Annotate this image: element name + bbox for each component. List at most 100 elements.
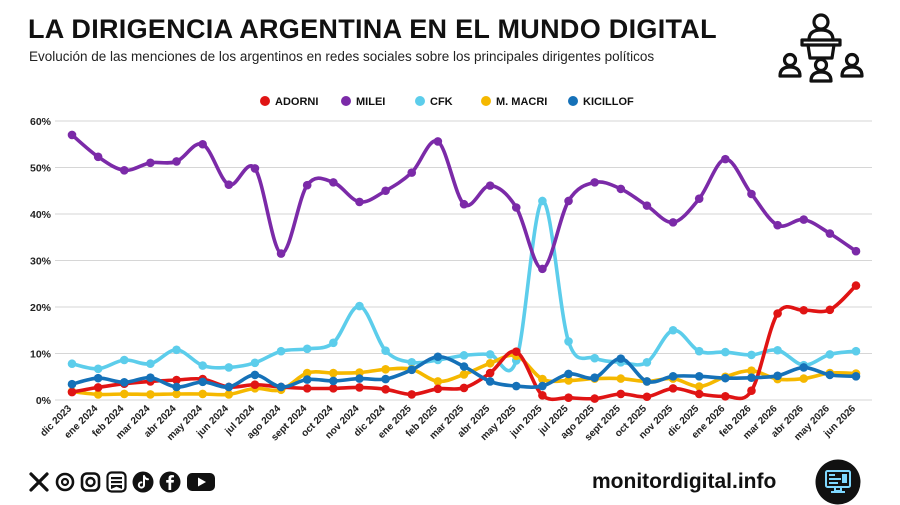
series-milei [67,130,861,274]
legend-item-m-macri: M. MACRI [481,96,547,108]
data-point-adorni [459,383,469,393]
data-point-milei [433,137,443,146]
data-point-adorni [538,391,547,400]
data-point-kicillof [67,379,77,389]
data-point-kicillof [590,373,599,382]
data-point-milei [799,215,809,224]
data-point-milei [329,178,338,187]
data-point-kicillof [198,377,207,387]
data-point-milei [564,196,573,206]
legend-marker [260,96,270,106]
data-point-kicillof [355,374,364,383]
y-tick-label: 40% [30,209,52,221]
data-point-kicillof [407,365,417,375]
data-point-milei [747,189,756,199]
series-cfk [67,196,861,374]
data-point-milei [538,264,547,274]
data-point-kicillof [773,371,782,381]
data-point-milei [355,197,364,207]
data-point-milei [302,180,312,190]
data-point-adorni [67,387,77,397]
footer-website-url[interactable]: monitordigital.info [592,470,777,493]
data-point-cfk [694,346,704,356]
data-point-adorni [329,384,338,393]
data-point-kicillof [747,373,756,382]
data-point-adorni [825,305,835,315]
data-point-cfk [407,358,417,367]
y-tick-label: 30% [30,256,52,268]
data-point-cfk [773,345,782,355]
data-point-milei [825,229,835,238]
data-point-kicillof [302,375,312,384]
data-point-kicillof [538,381,547,391]
data-point-milei [694,194,704,203]
legend-item-adorni: ADORNI [260,96,318,108]
data-point-milei [459,199,469,209]
data-point-milei [721,154,730,164]
y-tick-label: 60% [30,116,52,128]
facebook-icon[interactable] [159,471,181,493]
legend-item-cfk: CFK [415,96,453,108]
data-point-cfk [172,345,181,355]
data-point-kicillof [511,381,521,391]
data-point-cfk [250,358,260,368]
legend-marker [481,96,491,106]
data-point-adorni [773,309,782,318]
data-point-milei [119,165,129,175]
data-point-cfk [67,359,77,369]
data-point-cfk [459,351,469,360]
data-point-milei [407,168,417,177]
data-point-adorni [355,383,364,392]
data-point-milei [851,246,861,256]
data-point-adorni [433,384,443,394]
data-point-adorni [511,347,521,356]
chart-title: LA DIRIGENCIA ARGENTINA EN EL MUNDO DIGI… [28,14,717,44]
youtube-icon[interactable] [186,471,216,493]
threads-icon[interactable] [55,471,75,493]
data-point-m-macri [329,368,338,378]
podium-speaker-icon [778,13,864,83]
data-point-milei [773,220,782,230]
data-point-adorni [250,380,260,389]
data-point-kicillof [668,371,678,381]
substack-icon[interactable] [106,471,127,493]
data-point-adorni [694,389,704,399]
tiktok-icon[interactable] [132,471,154,493]
data-point-m-macri [224,390,234,399]
data-point-m-macri [616,374,626,383]
data-point-cfk [851,346,861,356]
data-point-cfk [224,363,234,372]
data-point-m-macri [381,365,390,374]
data-point-milei [198,139,207,149]
instagram-icon[interactable] [80,471,101,493]
data-point-m-macri [459,370,469,379]
data-point-kicillof [642,377,652,386]
y-tick-label: 50% [30,163,52,175]
legend-marker [415,96,425,106]
data-point-m-macri [538,374,547,384]
data-point-kicillof [799,363,809,372]
data-point-milei [485,181,495,190]
data-point-kicillof [694,371,704,381]
data-point-milei [642,201,652,210]
data-point-cfk [668,325,678,335]
data-point-m-macri [694,382,704,391]
data-point-m-macri [799,374,809,383]
data-point-cfk [355,301,364,311]
data-point-kicillof [616,354,626,363]
data-point-milei [67,130,77,140]
data-point-m-macri [302,368,312,378]
data-point-milei [224,180,234,190]
data-point-kicillof [119,378,129,387]
data-point-kicillof [93,373,103,383]
data-point-cfk [590,353,599,363]
data-point-kicillof [329,376,338,386]
data-point-milei [511,203,521,212]
x-icon[interactable] [28,471,50,493]
data-point-m-macri [564,376,573,385]
data-point-adorni [302,384,312,393]
data-point-milei [250,164,260,173]
data-point-cfk [538,196,547,206]
social-icons [28,471,216,493]
